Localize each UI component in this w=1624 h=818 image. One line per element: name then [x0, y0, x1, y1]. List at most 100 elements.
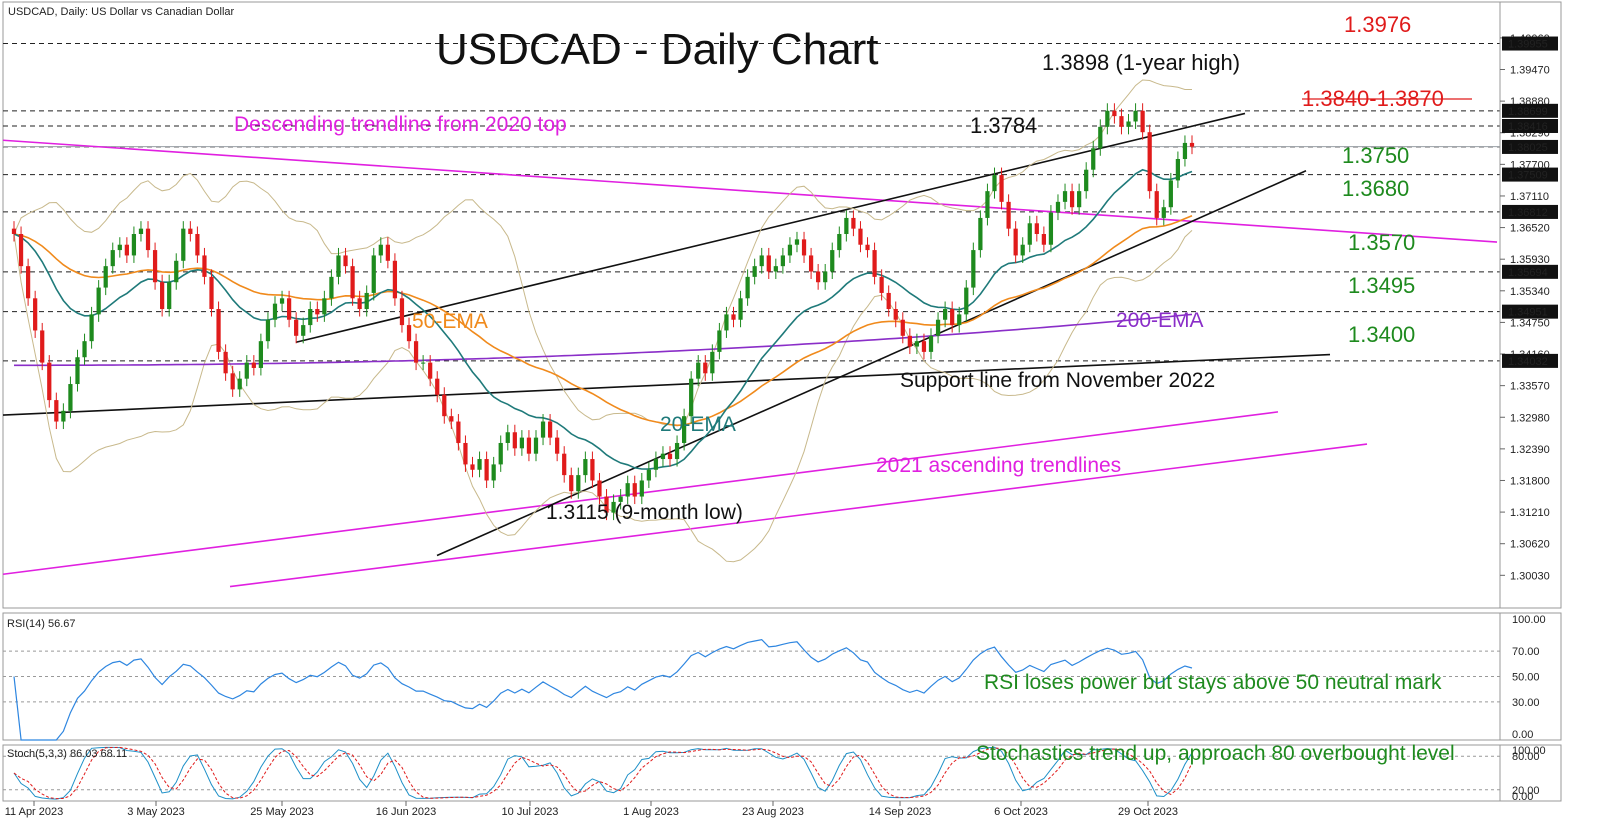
- candle: [964, 280, 969, 322]
- candle: [1020, 237, 1025, 263]
- candle: [1084, 162, 1089, 199]
- candle: [442, 387, 447, 424]
- candle-body: [900, 319, 905, 336]
- candle-body: [533, 437, 539, 454]
- candle-body: [519, 437, 524, 449]
- candle: [597, 472, 602, 505]
- candle-body: [787, 244, 793, 256]
- candle-body: [738, 298, 743, 320]
- candle-body: [385, 244, 390, 261]
- candle-body: [11, 228, 17, 235]
- candle: [985, 183, 990, 226]
- candle-body: [209, 276, 214, 310]
- candle-body: [103, 266, 108, 288]
- candle: [773, 258, 778, 280]
- date-tick-label: 25 May 2023: [250, 806, 314, 818]
- candle-body: [1091, 148, 1096, 170]
- candle-body: [992, 175, 997, 192]
- candle-body: [1182, 142, 1188, 159]
- candle-body: [498, 442, 503, 465]
- candle-body: [569, 475, 574, 492]
- annotation-9-month-low: 1.3115 (9-month low): [546, 501, 743, 524]
- candle: [1168, 172, 1173, 215]
- candle: [103, 258, 108, 296]
- trendlines: [2, 112, 1498, 588]
- candle-body: [942, 309, 948, 320]
- rsi-indicator: 100.00 70.00 50.00 30.00 0.00: [3, 613, 1546, 741]
- candle: [152, 242, 158, 290]
- rsi-tick-label: 70.00: [1512, 646, 1540, 658]
- chart-title: USDCAD - Daily Chart: [436, 25, 879, 74]
- candle-body: [1161, 207, 1166, 218]
- candle-body: [1126, 121, 1131, 127]
- ema-200-line: [14, 313, 1193, 367]
- candle-body: [428, 362, 433, 379]
- candle: [456, 414, 461, 451]
- candle: [1119, 108, 1124, 135]
- date-axis: 11 Apr 2023 3 May 2023 25 May 2023 16 Jun 2…: [5, 801, 1178, 818]
- candle: [893, 301, 898, 328]
- candle-body: [710, 351, 715, 374]
- level-label-1-3750: 1.3750: [1342, 143, 1409, 168]
- candle-body: [484, 459, 489, 481]
- candle-body: [18, 234, 24, 267]
- candle-body: [442, 394, 447, 417]
- candle-body: [145, 228, 151, 251]
- candle: [96, 280, 101, 322]
- candle: [766, 247, 771, 280]
- candle-body: [1112, 110, 1117, 117]
- candle-body: [237, 378, 242, 390]
- wedge-upper-line: [295, 112, 1246, 344]
- candle: [1062, 183, 1068, 210]
- price-tick-label: 1.32390: [1510, 444, 1550, 456]
- candle: [682, 408, 687, 451]
- candle-body: [1062, 191, 1068, 202]
- candle-body: [851, 217, 856, 229]
- candle-body: [914, 341, 920, 347]
- candle-body: [230, 373, 235, 390]
- candle-body: [435, 378, 440, 395]
- candle: [1041, 226, 1046, 253]
- candle: [195, 226, 200, 263]
- candle: [660, 446, 666, 467]
- candle: [526, 430, 532, 462]
- price-pane: [2, 1, 1562, 609]
- date-tick-label: 11 Apr 2023: [5, 806, 64, 818]
- candle-body: [1055, 201, 1061, 213]
- candle-body: [33, 298, 38, 331]
- candle: [202, 247, 207, 285]
- rsi-tick-label: 100.00: [1512, 614, 1546, 626]
- ascending-trendline-lower: [229, 443, 1368, 588]
- price-tick-label: 1.37110: [1510, 191, 1549, 203]
- candle: [914, 333, 920, 355]
- candle-body: [830, 250, 835, 272]
- price-tick-label: 1.32980: [1510, 412, 1550, 424]
- candle: [794, 231, 800, 253]
- candle: [752, 258, 757, 285]
- level-label-1-3680: 1.3680: [1342, 176, 1409, 201]
- candle-body: [96, 287, 101, 315]
- candle: [371, 247, 376, 301]
- candle: [625, 475, 630, 505]
- candle-body: [639, 480, 644, 497]
- candle: [357, 290, 362, 317]
- candle-body: [75, 357, 80, 385]
- candle-body: [421, 362, 426, 364]
- support-line-november-2022: [2, 353, 1331, 416]
- candle: [505, 424, 510, 451]
- candle: [435, 371, 440, 403]
- candle-body: [364, 292, 369, 310]
- annotation-support-line: Support line from November 2022: [900, 369, 1215, 392]
- level-label-1-3570: 1.3570: [1348, 230, 1415, 255]
- candle: [738, 290, 743, 328]
- candle: [710, 344, 715, 381]
- candle-body: [61, 410, 66, 422]
- candle-body: [682, 416, 687, 443]
- candle: [611, 494, 616, 521]
- candle-body: [301, 325, 306, 336]
- candle-body: [625, 483, 630, 497]
- candle: [279, 290, 285, 312]
- candle-body: [399, 298, 405, 326]
